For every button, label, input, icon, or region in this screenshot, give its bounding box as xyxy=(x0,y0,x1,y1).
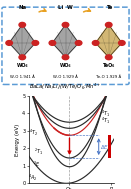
Text: $^4T_2$: $^4T_2$ xyxy=(29,128,39,138)
Polygon shape xyxy=(52,25,79,57)
Circle shape xyxy=(105,22,112,27)
Text: $\Delta E$: $\Delta E$ xyxy=(100,143,109,151)
Y-axis label: Energy (eV): Energy (eV) xyxy=(15,124,20,156)
Circle shape xyxy=(32,41,39,45)
Text: Te: Te xyxy=(106,5,112,10)
Text: $^2E$: $^2E$ xyxy=(33,160,40,169)
Circle shape xyxy=(19,22,26,27)
Text: W-O 1.929 Å: W-O 1.929 Å xyxy=(53,75,78,79)
Circle shape xyxy=(119,41,125,45)
Text: WO₆: WO₆ xyxy=(60,63,71,68)
Text: TeO₆: TeO₆ xyxy=(103,63,115,68)
Text: $^4T_1$: $^4T_1$ xyxy=(101,115,110,125)
Text: Te-O 1.929 Å: Te-O 1.929 Å xyxy=(96,75,121,79)
Text: W-O 1.941 Å: W-O 1.941 Å xyxy=(10,75,35,79)
Text: Li  W: Li W xyxy=(58,5,73,10)
Circle shape xyxy=(6,41,12,45)
Text: BaLa(Na/Li)(W/Te)O$_6$:Mn$^{4+}$: BaLa(Na/Li)(W/Te)O$_6$:Mn$^{4+}$ xyxy=(29,81,102,92)
Text: $^4A_2$: $^4A_2$ xyxy=(28,173,37,183)
Circle shape xyxy=(19,55,26,60)
Bar xyxy=(108,135,111,158)
Polygon shape xyxy=(96,25,122,57)
Circle shape xyxy=(105,55,112,60)
Circle shape xyxy=(49,41,56,45)
Text: WO₆: WO₆ xyxy=(17,63,28,68)
Circle shape xyxy=(75,41,82,45)
Text: $^2T_1$: $^2T_1$ xyxy=(34,147,44,157)
Text: Na: Na xyxy=(18,5,26,10)
Circle shape xyxy=(62,22,69,27)
Circle shape xyxy=(62,55,69,60)
Text: $^4T_1$: $^4T_1$ xyxy=(101,109,110,119)
FancyBboxPatch shape xyxy=(2,7,129,84)
Polygon shape xyxy=(9,25,35,57)
Circle shape xyxy=(92,41,99,45)
